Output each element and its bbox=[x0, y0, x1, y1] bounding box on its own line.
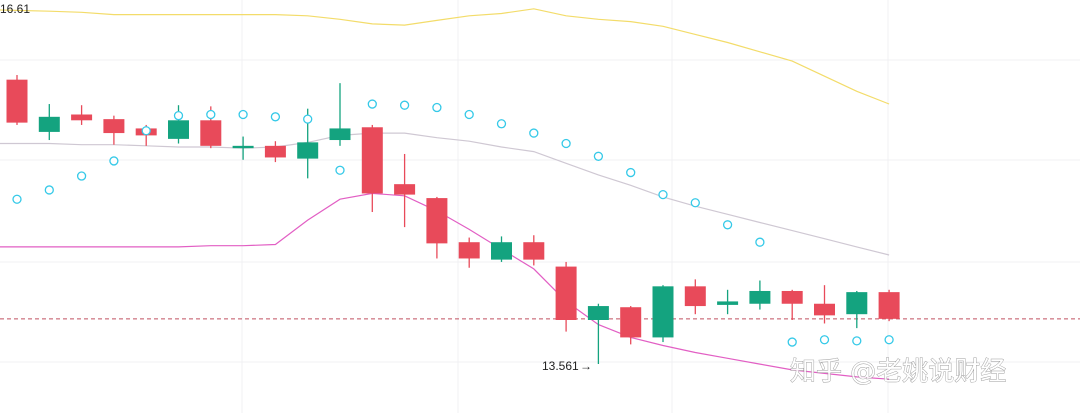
candle-body bbox=[264, 145, 286, 158]
sar-dot bbox=[626, 167, 636, 178]
candle-down bbox=[781, 289, 803, 320]
candle-body bbox=[491, 242, 512, 260]
candle-down bbox=[555, 261, 577, 332]
candle-down bbox=[523, 235, 545, 266]
candle-down bbox=[684, 279, 706, 315]
candle-body bbox=[587, 306, 609, 320]
sar-dot bbox=[722, 220, 733, 230]
candle-up bbox=[38, 104, 60, 141]
sar-dot bbox=[44, 185, 54, 195]
candle-up bbox=[717, 289, 739, 315]
candle-down bbox=[426, 196, 448, 259]
high-price-label: 16.61 bbox=[0, 2, 30, 16]
sar-dot bbox=[270, 112, 281, 122]
watermark: 知乎 @老姚说财经 bbox=[790, 357, 1006, 387]
sar-dot bbox=[561, 138, 571, 149]
sar-dot bbox=[303, 114, 313, 124]
candle-down bbox=[620, 306, 642, 345]
candle-body bbox=[749, 290, 771, 304]
candle-body bbox=[781, 290, 803, 304]
candle-body bbox=[200, 120, 222, 146]
candle-body bbox=[38, 116, 60, 132]
candle-up bbox=[652, 285, 674, 343]
upper-band-line bbox=[0, 8, 890, 105]
sar-dot bbox=[367, 99, 377, 109]
candle-down bbox=[878, 289, 900, 322]
candle-up bbox=[329, 83, 351, 146]
candle-body bbox=[652, 286, 674, 338]
candle-up bbox=[846, 290, 868, 329]
candle-body bbox=[71, 114, 93, 121]
bollinger-bands bbox=[0, 8, 890, 380]
sar-dot bbox=[206, 109, 216, 120]
candle-body bbox=[168, 120, 189, 139]
candle-up bbox=[168, 105, 189, 144]
low-price-arrow-icon: → bbox=[580, 359, 592, 373]
candle-up bbox=[587, 303, 609, 364]
low-price-label: 13.561 bbox=[542, 359, 579, 373]
sar-dot bbox=[464, 109, 474, 120]
candle-down bbox=[458, 237, 480, 268]
candle-body bbox=[361, 127, 383, 194]
sar-dot bbox=[432, 102, 442, 113]
candle-up bbox=[749, 280, 771, 310]
sar-dot bbox=[658, 189, 668, 200]
sar-dot bbox=[109, 156, 119, 166]
candle-down bbox=[394, 153, 416, 228]
candle-body bbox=[620, 307, 642, 338]
candle-up bbox=[232, 136, 254, 160]
candle-body bbox=[555, 266, 577, 320]
candle-body bbox=[458, 242, 480, 259]
candle-body bbox=[878, 292, 900, 319]
sar-dot bbox=[852, 336, 862, 346]
sar-dot bbox=[335, 165, 345, 175]
candle-body bbox=[523, 242, 545, 260]
sar-dot bbox=[529, 128, 539, 138]
sar-dot bbox=[755, 237, 765, 247]
candle-body bbox=[717, 301, 739, 305]
candle-body bbox=[426, 198, 448, 244]
candle-down bbox=[814, 285, 835, 324]
sar-dot bbox=[399, 100, 410, 110]
candle-body bbox=[297, 142, 319, 159]
sar-dot bbox=[173, 111, 184, 121]
candle-body bbox=[103, 119, 125, 134]
sar-dot bbox=[819, 335, 830, 345]
sar-dot bbox=[141, 126, 151, 136]
candle-up bbox=[491, 236, 512, 262]
candle-down bbox=[103, 115, 125, 145]
sar-dot bbox=[690, 198, 700, 208]
candle-down bbox=[264, 141, 286, 163]
candle-body bbox=[846, 292, 868, 315]
candle-down bbox=[6, 75, 28, 125]
sar-dot bbox=[238, 109, 248, 120]
candle-body bbox=[329, 128, 351, 141]
candle-down bbox=[361, 124, 383, 213]
sar-dot bbox=[787, 337, 797, 347]
sar-dot bbox=[593, 151, 604, 161]
lower-band-line bbox=[0, 192, 890, 380]
middle-band-line bbox=[0, 132, 890, 256]
sar-dot bbox=[76, 171, 87, 181]
candle-body bbox=[232, 145, 254, 149]
candle-body bbox=[6, 79, 28, 123]
parabolic-sar-dots bbox=[12, 99, 894, 347]
candle-body bbox=[684, 286, 706, 307]
candle-body bbox=[394, 184, 416, 195]
candle-down bbox=[71, 105, 93, 125]
candle-body bbox=[814, 303, 835, 316]
sar-dot bbox=[12, 194, 22, 204]
sar-dot bbox=[884, 335, 894, 345]
sar-dot bbox=[496, 119, 507, 129]
candles bbox=[6, 75, 900, 364]
